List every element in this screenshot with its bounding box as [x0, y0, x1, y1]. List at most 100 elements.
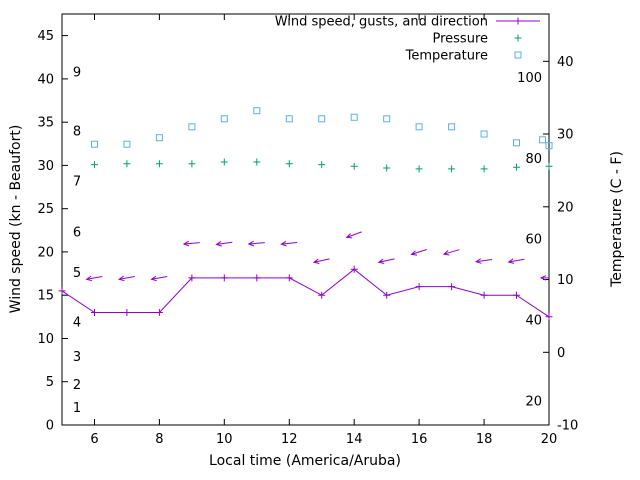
beaufort-scale-label: 6	[73, 226, 81, 241]
y-right-tick-label: 20	[557, 200, 574, 215]
fahrenheit-scale-label: 40	[525, 313, 542, 328]
y-right-tick-label: 0	[557, 346, 565, 361]
gust-direction-arrow	[85, 275, 103, 282]
beaufort-scale-label: 1	[73, 401, 81, 416]
x-tick-label: 12	[281, 432, 298, 447]
x-axis-label-text: Local time (America/Aruba)	[209, 453, 401, 469]
fahrenheit-scale-label: 60	[525, 233, 542, 248]
y-axis-label-left: Wind speed (kn - Beaufort)	[8, 125, 24, 314]
y-left-tick-label: 0	[46, 419, 54, 434]
y-left-tick-label: 45	[37, 29, 54, 44]
wind-speed-point	[448, 283, 456, 291]
wind-speed-line	[61, 268, 550, 318]
pressure-point	[415, 165, 423, 173]
legend-label-wind: Wind speed, gusts, and direction	[275, 15, 488, 30]
gust-direction-arrow	[280, 240, 298, 247]
pressure-point	[91, 161, 98, 169]
wind-speed-point	[383, 291, 391, 299]
pressure-point	[448, 165, 456, 173]
y-left-tick-label: 25	[37, 202, 54, 217]
y-axis-label-right-text: Temperature (C - F)	[609, 151, 625, 287]
pressure-point	[350, 162, 358, 170]
y-left-tick-label: 15	[37, 289, 54, 304]
gust-direction-arrow	[539, 275, 549, 281]
wind-speed-point	[480, 291, 488, 299]
x-tick-label: 14	[346, 432, 363, 447]
y-left-tick-label: 5	[46, 375, 54, 390]
x-axis-label: Local time (America/Aruba)	[209, 453, 401, 469]
gust-direction-arrow	[377, 258, 395, 264]
y-right-tick-label: 30	[557, 128, 574, 143]
fahrenheit-scale-label: 100	[517, 71, 542, 86]
beaufort-scale-label: 8	[73, 124, 81, 139]
wind-speed-point	[188, 274, 196, 282]
y-right-tick-label: -10	[557, 419, 578, 434]
x-tick-label: 18	[476, 432, 493, 447]
plot-border	[61, 13, 550, 426]
y-left-tick-label: 30	[37, 159, 54, 174]
pressure-point	[318, 161, 326, 169]
x-tick-label: 6	[90, 432, 98, 447]
temperature-point	[448, 123, 456, 131]
x-tick-label: 16	[411, 432, 428, 447]
y-left-tick-label: 35	[37, 116, 54, 131]
fahrenheit-scale-label: 80	[525, 152, 542, 167]
fahrenheit-scale-label: 20	[525, 394, 542, 409]
x-tick-label: 10	[216, 432, 233, 447]
temperature-point	[155, 134, 163, 142]
gust-arrows	[85, 231, 549, 282]
temperature-point	[415, 123, 423, 131]
gust-direction-arrow	[442, 249, 460, 256]
y-axis-label-right: Temperature (C - F)	[609, 151, 625, 287]
wind-speed-point	[253, 274, 261, 282]
wind-speed-point	[91, 309, 98, 316]
y-axis-label-left-text: Wind speed (kn - Beaufort)	[8, 124, 24, 314]
gust-direction-arrow	[215, 240, 233, 247]
y-right-tick-label: 40	[557, 55, 574, 70]
legend-label-pressure: Pressure	[432, 32, 488, 47]
pressure-point	[220, 158, 228, 166]
gust-direction-arrow	[247, 240, 265, 247]
temperature-point	[545, 142, 553, 150]
pressure-point	[513, 163, 520, 171]
temperature-point	[383, 115, 391, 123]
wind-speed-point	[513, 291, 520, 299]
gust-direction-arrow	[182, 240, 200, 247]
temperature-point	[253, 107, 261, 115]
temperature-point	[480, 130, 488, 138]
temperature-point	[220, 115, 228, 123]
temperature-point	[91, 140, 98, 148]
wind-speed-point	[220, 274, 228, 282]
y-left-tick-label: 10	[37, 332, 54, 347]
beaufort-scale-label: 9	[73, 66, 81, 81]
gust-direction-arrow	[345, 231, 362, 239]
legend-sample-marker-wind	[514, 17, 522, 25]
pressure-point	[480, 165, 488, 173]
beaufort-scale-label: 4	[73, 316, 81, 331]
temperature-point	[350, 113, 358, 121]
pressure-point	[123, 160, 131, 168]
y-left-tick-label: 40	[37, 72, 54, 87]
wind-speed-point	[545, 313, 553, 321]
gust-direction-arrow	[117, 275, 135, 282]
wind-speed-point	[123, 309, 131, 316]
gust-direction-arrow	[474, 258, 493, 264]
pressure-point	[253, 158, 261, 166]
temperature-point	[318, 115, 326, 123]
wind-speed-point	[415, 283, 423, 291]
wind-speed-point	[285, 274, 293, 282]
gust-direction-arrow	[312, 258, 330, 264]
pressure-point	[545, 162, 553, 170]
wind-speed-point	[155, 309, 163, 316]
legend-sample-marker-pressure	[514, 34, 522, 42]
beaufort-scale-label: 7	[73, 175, 81, 190]
temperature-point	[285, 115, 293, 123]
gust-direction-arrow	[507, 258, 525, 264]
pressure-point	[188, 160, 196, 168]
x-tick-label: 8	[155, 432, 163, 447]
pressure-point	[383, 164, 391, 172]
gust-direction-arrow	[150, 275, 168, 282]
y-left-tick-label: 20	[37, 245, 54, 260]
